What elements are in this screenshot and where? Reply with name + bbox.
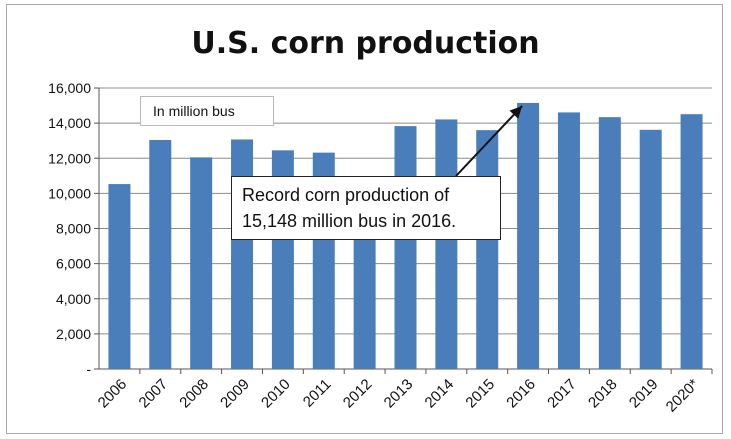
x-tick-label: 2019 bbox=[626, 376, 662, 412]
bar-2019 bbox=[640, 130, 662, 369]
y-tick-label: 16,000 bbox=[48, 80, 91, 96]
y-tick-label: - bbox=[86, 361, 91, 377]
y-tick-label: 10,000 bbox=[48, 185, 91, 201]
x-tick-label: 2007 bbox=[136, 376, 172, 412]
y-tick-label: 6,000 bbox=[56, 256, 91, 272]
record-annotation: Record corn production of 15,148 million… bbox=[231, 176, 501, 240]
bar-2016 bbox=[517, 103, 539, 369]
bar-2008 bbox=[190, 157, 212, 369]
bar-2007 bbox=[149, 140, 171, 369]
x-tick-label: 2015 bbox=[462, 376, 498, 412]
bar-2020 bbox=[681, 114, 703, 369]
x-tick-label: 2008 bbox=[176, 376, 212, 412]
x-tick-label: 2012 bbox=[340, 376, 376, 412]
x-tick-label: 2011 bbox=[300, 376, 335, 411]
x-tick-label: 2014 bbox=[422, 376, 458, 412]
bar-2014 bbox=[435, 119, 457, 369]
x-tick-label: 2013 bbox=[381, 376, 417, 412]
bar-2006 bbox=[108, 184, 130, 369]
x-tick-label: 2020* bbox=[663, 376, 703, 416]
unit-label: In million bus bbox=[140, 96, 274, 126]
x-tick-label: 2018 bbox=[585, 376, 621, 412]
bar-2017 bbox=[558, 112, 580, 369]
bar-2013 bbox=[395, 126, 417, 369]
x-tick-label: 2006 bbox=[95, 376, 131, 412]
bar-2018 bbox=[599, 117, 621, 369]
y-tick-label: 4,000 bbox=[56, 291, 91, 307]
y-tick-label: 8,000 bbox=[56, 221, 91, 237]
bar-2009 bbox=[231, 139, 253, 369]
y-tick-label: 12,000 bbox=[48, 150, 91, 166]
x-tick-label: 2016 bbox=[503, 376, 539, 412]
bar-2015 bbox=[476, 130, 498, 369]
y-tick-label: 2,000 bbox=[56, 326, 91, 342]
x-tick-label: 2009 bbox=[217, 376, 253, 412]
x-tick-label: 2010 bbox=[258, 376, 294, 412]
annotation-line-2: 15,148 million bus in 2016. bbox=[242, 208, 500, 234]
x-tick-label: 2017 bbox=[544, 376, 580, 412]
annotation-line-1: Record corn production of bbox=[242, 182, 500, 208]
y-tick-label: 14,000 bbox=[48, 115, 91, 131]
